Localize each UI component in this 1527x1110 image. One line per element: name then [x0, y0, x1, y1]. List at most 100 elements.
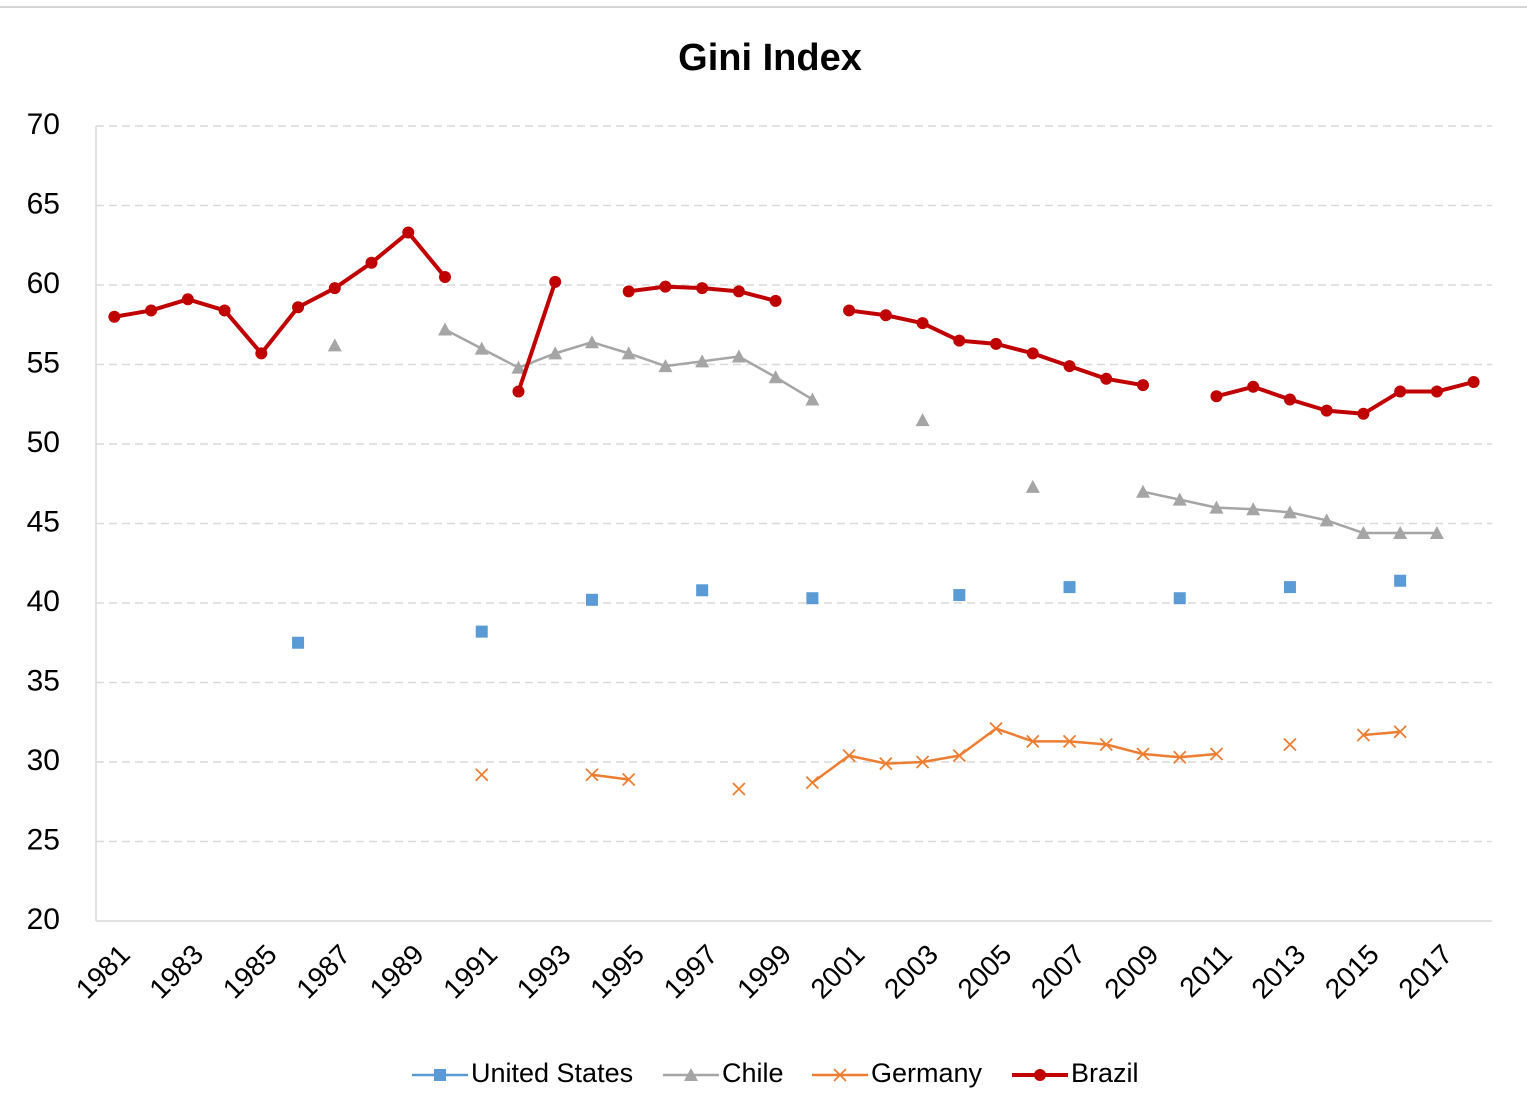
marker: [255, 347, 268, 360]
series-line: [444, 328, 1437, 535]
series-line: [114, 230, 1475, 416]
marker: [1026, 734, 1040, 748]
marker: [1356, 526, 1371, 540]
x-tick-label: 1991: [437, 939, 503, 1005]
marker: [659, 280, 672, 293]
marker: [512, 385, 525, 398]
marker: [990, 337, 1003, 350]
x-tick-label: 1985: [217, 939, 283, 1005]
y-tick-label: 70: [27, 108, 60, 141]
marker: [1210, 390, 1223, 403]
marker: [1283, 393, 1296, 406]
marker: [1100, 372, 1113, 385]
chart-title: Gini Index: [678, 37, 862, 79]
marker: [1173, 592, 1186, 605]
marker: [731, 349, 746, 363]
x-tick-label: 2017: [1392, 939, 1458, 1005]
legend-item: Chile: [663, 1058, 784, 1088]
legend-label: United States: [471, 1058, 633, 1088]
x-tick-label: 1999: [731, 939, 797, 1005]
marker: [953, 589, 966, 602]
marker: [769, 294, 782, 307]
marker: [768, 370, 783, 384]
marker: [684, 1068, 698, 1081]
marker: [1173, 750, 1187, 764]
legend-item: Brazil: [1012, 1058, 1139, 1088]
marker: [475, 625, 488, 638]
x-tick-label: 2005: [952, 939, 1018, 1005]
legend-item: Germany: [812, 1058, 983, 1088]
marker: [584, 335, 599, 349]
marker: [658, 359, 673, 373]
x-tick-label: 1989: [364, 939, 430, 1005]
marker: [328, 282, 341, 295]
marker: [1025, 479, 1040, 493]
marker: [696, 584, 709, 597]
marker: [622, 285, 635, 298]
x-tick-label: 2011: [1173, 939, 1238, 1004]
x-tick-label: 2015: [1319, 939, 1385, 1005]
marker: [1247, 380, 1260, 393]
marker: [439, 271, 451, 284]
marker: [402, 226, 415, 239]
marker: [1209, 500, 1224, 514]
legend-item: United States: [412, 1058, 633, 1088]
marker: [1137, 379, 1149, 392]
marker: [1026, 347, 1039, 360]
marker: [474, 341, 489, 355]
marker: [548, 346, 563, 360]
marker: [549, 275, 562, 288]
marker: [879, 756, 893, 771]
marker: [1320, 404, 1333, 417]
x-tick-label: 2009: [1098, 939, 1164, 1005]
marker: [438, 322, 452, 336]
marker: [805, 392, 820, 406]
y-tick-label: 20: [27, 903, 60, 936]
marker: [475, 768, 489, 782]
y-tick-label: 25: [27, 823, 60, 856]
marker: [843, 304, 856, 317]
marker: [1319, 513, 1334, 527]
marker: [1467, 375, 1480, 388]
marker: [365, 256, 378, 269]
marker: [916, 317, 929, 330]
marker: [1283, 581, 1296, 594]
x-tick-label: 2007: [1025, 939, 1091, 1005]
marker: [218, 304, 231, 317]
marker: [1430, 385, 1443, 398]
x-tick-label: 1981: [70, 939, 136, 1005]
marker: [108, 310, 121, 323]
marker: [1357, 407, 1370, 420]
marker: [915, 755, 930, 769]
y-tick-label: 35: [27, 664, 60, 697]
marker: [1209, 747, 1224, 761]
marker: [805, 776, 820, 790]
marker: [842, 749, 856, 763]
marker: [145, 304, 158, 317]
marker: [1172, 492, 1187, 506]
marker: [732, 782, 746, 796]
marker: [434, 1069, 446, 1081]
y-tick-label: 50: [27, 426, 60, 459]
marker: [1429, 526, 1444, 540]
series-line: [591, 727, 1401, 784]
marker: [1394, 574, 1407, 587]
marker: [1063, 581, 1076, 594]
legend-label: Chile: [722, 1058, 784, 1088]
marker: [1394, 385, 1407, 398]
marker: [585, 593, 598, 606]
marker: [696, 282, 709, 295]
marker: [585, 768, 599, 782]
x-tick-label: 1997: [658, 939, 724, 1005]
y-tick-label: 65: [27, 187, 60, 220]
marker: [1063, 360, 1076, 373]
marker: [879, 309, 892, 322]
marker: [1136, 484, 1150, 498]
x-tick-label: 2003: [878, 939, 944, 1005]
x-tick-label: 2001: [805, 939, 871, 1005]
marker: [621, 346, 636, 360]
marker: [181, 293, 194, 306]
y-tick-label: 55: [27, 346, 60, 379]
marker: [695, 354, 710, 368]
